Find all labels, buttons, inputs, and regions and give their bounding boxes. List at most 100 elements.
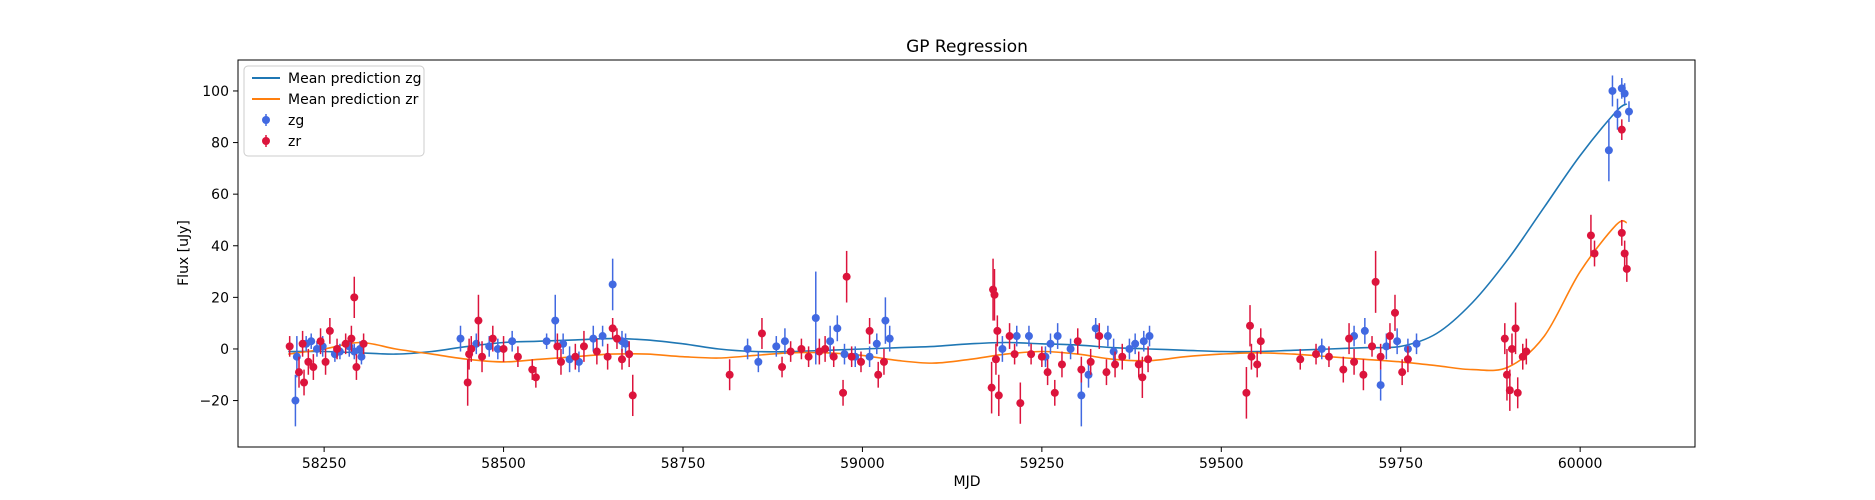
data-point-zr (1086, 348, 1095, 375)
data-point-zr (628, 374, 637, 417)
data-point-zr (1339, 356, 1348, 383)
data-point-zr (991, 343, 1000, 375)
legend-label-zg: zg (288, 113, 304, 129)
data-point-zg (1103, 325, 1112, 347)
data-point-zr (821, 336, 830, 362)
data-point-zg (743, 338, 752, 360)
data-point-zr (1242, 367, 1251, 419)
data-point-zr (1500, 323, 1509, 355)
data-point-zg (589, 325, 598, 352)
data-point-zr (617, 348, 626, 370)
data-point-zg (1360, 318, 1369, 344)
data-point-zr (874, 361, 883, 388)
chart-title: GP Regression (906, 37, 1028, 57)
data-point-zg (885, 325, 894, 352)
data-point-zr (347, 325, 356, 352)
data-point-zg (508, 330, 517, 352)
mean-prediction-line-zr (288, 220, 1628, 372)
data-point-zg (608, 258, 617, 311)
data-point-zr (603, 343, 612, 370)
data-point-zg (772, 336, 781, 357)
data-point-zr (592, 338, 601, 365)
data-point-zr (359, 333, 368, 355)
data-point-zr (1010, 343, 1019, 365)
data-point-zr (1111, 351, 1120, 378)
data-point-zr (1617, 219, 1626, 246)
data-point-zr (1324, 346, 1333, 368)
data-point-zr (1144, 346, 1153, 373)
data-point-zr (553, 333, 562, 360)
data-point-zr (1390, 294, 1399, 331)
data-point-zg (291, 374, 300, 427)
data-point-zg (1131, 333, 1140, 355)
data-point-zg (1624, 101, 1633, 122)
data-point-zg (826, 325, 835, 357)
data-point-zr (994, 374, 1003, 417)
data-point-zr (333, 338, 342, 360)
data-point-zg (865, 346, 874, 368)
data-point-zg (1412, 333, 1421, 355)
data-point-zr (1505, 369, 1514, 411)
data-point-zg (621, 333, 630, 355)
legend-marker (262, 116, 270, 124)
data-point-zr (839, 379, 848, 406)
data-point-zr (757, 318, 766, 349)
data-point-zg (872, 333, 881, 355)
data-point-zr (1057, 351, 1066, 378)
data-point-zr (467, 336, 476, 362)
y-tick-label: 80 (211, 136, 229, 152)
data-point-zr (797, 338, 806, 360)
data-point-zr (1403, 346, 1412, 373)
data-point-zg (840, 343, 849, 365)
data-point-zr (1016, 382, 1025, 424)
data-point-zg (1046, 333, 1055, 355)
data-point-zg (1620, 83, 1629, 104)
data-point-zr (1077, 356, 1086, 383)
data-point-zr (1617, 119, 1626, 140)
data-point-zr (1095, 323, 1104, 349)
data-point-zg (1012, 325, 1021, 347)
data-point-zr (856, 351, 865, 373)
legend-marker (262, 137, 270, 145)
data-point-zr (829, 346, 838, 368)
data-point-zr (1073, 328, 1082, 355)
x-tick-label: 59750 (1378, 456, 1423, 472)
data-point-zr (625, 341, 634, 368)
data-point-zr (786, 341, 795, 362)
data-point-zr (804, 346, 813, 368)
data-point-zg (1125, 338, 1134, 360)
data-point-zr (1376, 343, 1385, 370)
data-point-zr (1253, 351, 1262, 378)
data-point-zg (1613, 98, 1622, 130)
x-tick-label: 59000 (840, 456, 885, 472)
y-tick-label: −20 (199, 394, 229, 410)
data-point-zr (987, 361, 996, 414)
data-point-zr (1513, 377, 1522, 409)
data-point-zr (1371, 250, 1380, 313)
data-point-zr (1622, 256, 1631, 282)
plot-frame (237, 59, 1696, 448)
legend-swatch-zr (262, 135, 270, 147)
data-point-zg (1024, 325, 1033, 347)
data-point-zr (1296, 348, 1305, 370)
data-point-zr (309, 354, 318, 380)
data-point-zr (879, 348, 888, 375)
series-zg (291, 75, 1633, 427)
data-point-zr (1138, 356, 1147, 398)
data-point-zr (1256, 328, 1265, 355)
data-point-zg (307, 333, 316, 349)
y-tick-label: 40 (211, 239, 229, 255)
data-point-zr (847, 346, 856, 368)
series-zr (285, 119, 1631, 424)
plot-area (285, 75, 1633, 427)
legend-box (243, 65, 425, 157)
data-point-zr (725, 359, 734, 391)
data-point-zg (456, 325, 465, 352)
x-axis-label: MJD (954, 474, 981, 490)
data-point-zr (295, 356, 304, 388)
data-point-zg (1145, 325, 1154, 347)
data-point-zr (531, 367, 540, 388)
data-point-zg (1066, 338, 1075, 360)
data-point-zg (1139, 330, 1148, 352)
data-point-zr (352, 354, 361, 380)
